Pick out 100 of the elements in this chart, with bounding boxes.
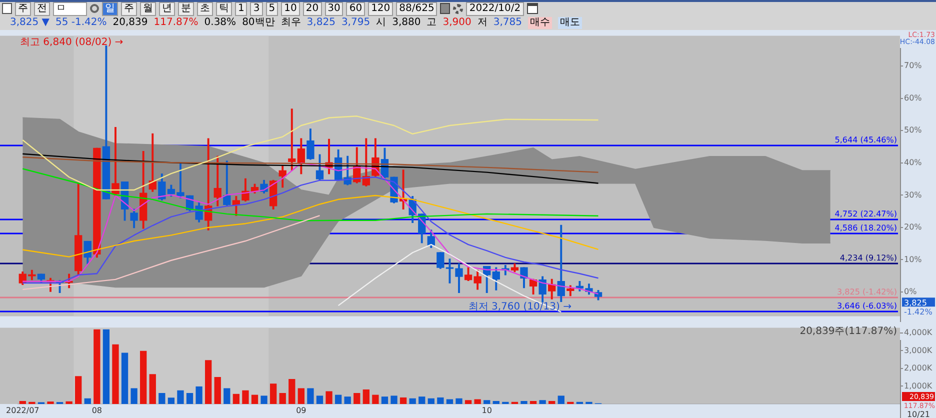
bar (75, 376, 82, 404)
ref-line-label: 3,646 (-6.03%) (837, 302, 897, 310)
bar (214, 377, 221, 404)
x-tick-label: 08 (92, 406, 102, 415)
bar (484, 400, 490, 404)
y-tick-label: 20% (904, 222, 922, 232)
bar (149, 374, 156, 404)
bar (186, 393, 194, 404)
bar (530, 401, 537, 404)
text: -1.42% (904, 308, 933, 317)
text: 년 (159, 2, 175, 16)
text: 3 (250, 2, 263, 16)
text: 55 -1.42% (56, 16, 107, 28)
bar (94, 329, 100, 404)
text: 120 (368, 2, 394, 16)
text: 최우 (280, 16, 301, 28)
bar (428, 398, 434, 404)
bar (456, 398, 462, 404)
bar (298, 388, 304, 404)
y-tick-label: 40% (904, 158, 922, 168)
text: 10/21 (906, 410, 930, 418)
text: 80백만 (242, 16, 275, 28)
bar (196, 386, 202, 404)
text: 시 (376, 16, 386, 28)
x-tick-label: 2022/07 (6, 406, 40, 415)
text: 전 (34, 2, 50, 16)
bar (158, 393, 166, 404)
text: 20 (302, 2, 322, 16)
y-tick-label: 1,000K (904, 381, 933, 390)
bar (362, 389, 370, 404)
text: 매도 (558, 16, 582, 28)
annotation: 20,839주(117.87%) (800, 326, 898, 337)
bar (372, 394, 379, 404)
bar (558, 396, 564, 404)
ref-line-label: 3,825 (-1.42%) (837, 288, 897, 296)
text: 분 (178, 2, 194, 16)
bar (251, 394, 258, 404)
bar (84, 398, 91, 404)
bar (121, 352, 128, 404)
text: 10 (281, 2, 300, 16)
annotation: 최저 3,760 (10/13) → (468, 302, 572, 313)
text: 3,880 (392, 16, 421, 28)
bar (130, 388, 138, 404)
y-tick-label: 4,000K (904, 328, 933, 338)
bar (464, 400, 472, 404)
text: 매수 (528, 16, 552, 28)
text: 117.87% (154, 16, 198, 28)
bar (492, 401, 500, 404)
text: 고 (426, 16, 437, 28)
y-tick-label: 2,000K (904, 364, 933, 373)
bar (177, 390, 184, 404)
bar (409, 398, 416, 404)
text: ㅁ (53, 2, 87, 16)
text: 3,900 (442, 16, 472, 28)
y-tick-label: 0% (904, 287, 918, 296)
text: 3,825 (904, 298, 927, 308)
text: 60 (346, 2, 366, 16)
bar (102, 329, 110, 404)
bar (437, 397, 444, 404)
x-tick-label: 10 (482, 406, 492, 415)
y-tick-label: 3,000K (904, 346, 933, 355)
bar (390, 396, 398, 404)
text: 3,785 (493, 16, 522, 28)
bar (224, 388, 230, 404)
y-tick-label: 10% (904, 254, 922, 264)
y-tick-label: 50% (904, 126, 922, 135)
bar (400, 397, 407, 404)
bar (474, 399, 481, 404)
text: 3,825 ▼ (10, 16, 50, 28)
bar (354, 393, 360, 404)
bar (112, 344, 119, 404)
text: 20,839 (112, 16, 148, 28)
bar (242, 390, 249, 404)
bar (520, 401, 528, 404)
bar (539, 400, 546, 404)
bar (381, 396, 388, 404)
text: 30 (324, 2, 344, 16)
text: 5 (266, 2, 278, 16)
y-tick-label: 30% (904, 190, 922, 200)
bar (140, 350, 147, 404)
text: 2022/10/2 (466, 2, 524, 16)
annotation: 최고 6,840 (08/02) → (20, 37, 124, 48)
text: 3,825 (306, 16, 336, 28)
text: 1 (235, 2, 248, 16)
bar (334, 394, 342, 404)
text: 주 (15, 2, 31, 16)
ref-line-label: 5,644 (45.46%) (834, 136, 897, 144)
y-tick-label: 70% (904, 61, 922, 70)
bar (418, 396, 426, 404)
text: 초 (197, 2, 213, 16)
x-tick-label: 09 (296, 406, 306, 415)
bar (204, 360, 212, 404)
y-tick-label: 60% (904, 93, 922, 102)
bar (446, 399, 454, 404)
text: 주 (121, 2, 137, 16)
bar (270, 384, 277, 404)
text: 월 (140, 2, 156, 16)
text: 일 (102, 2, 118, 16)
ref-line-label: 4,234 (9.12%) (840, 254, 897, 262)
bar (66, 401, 72, 404)
